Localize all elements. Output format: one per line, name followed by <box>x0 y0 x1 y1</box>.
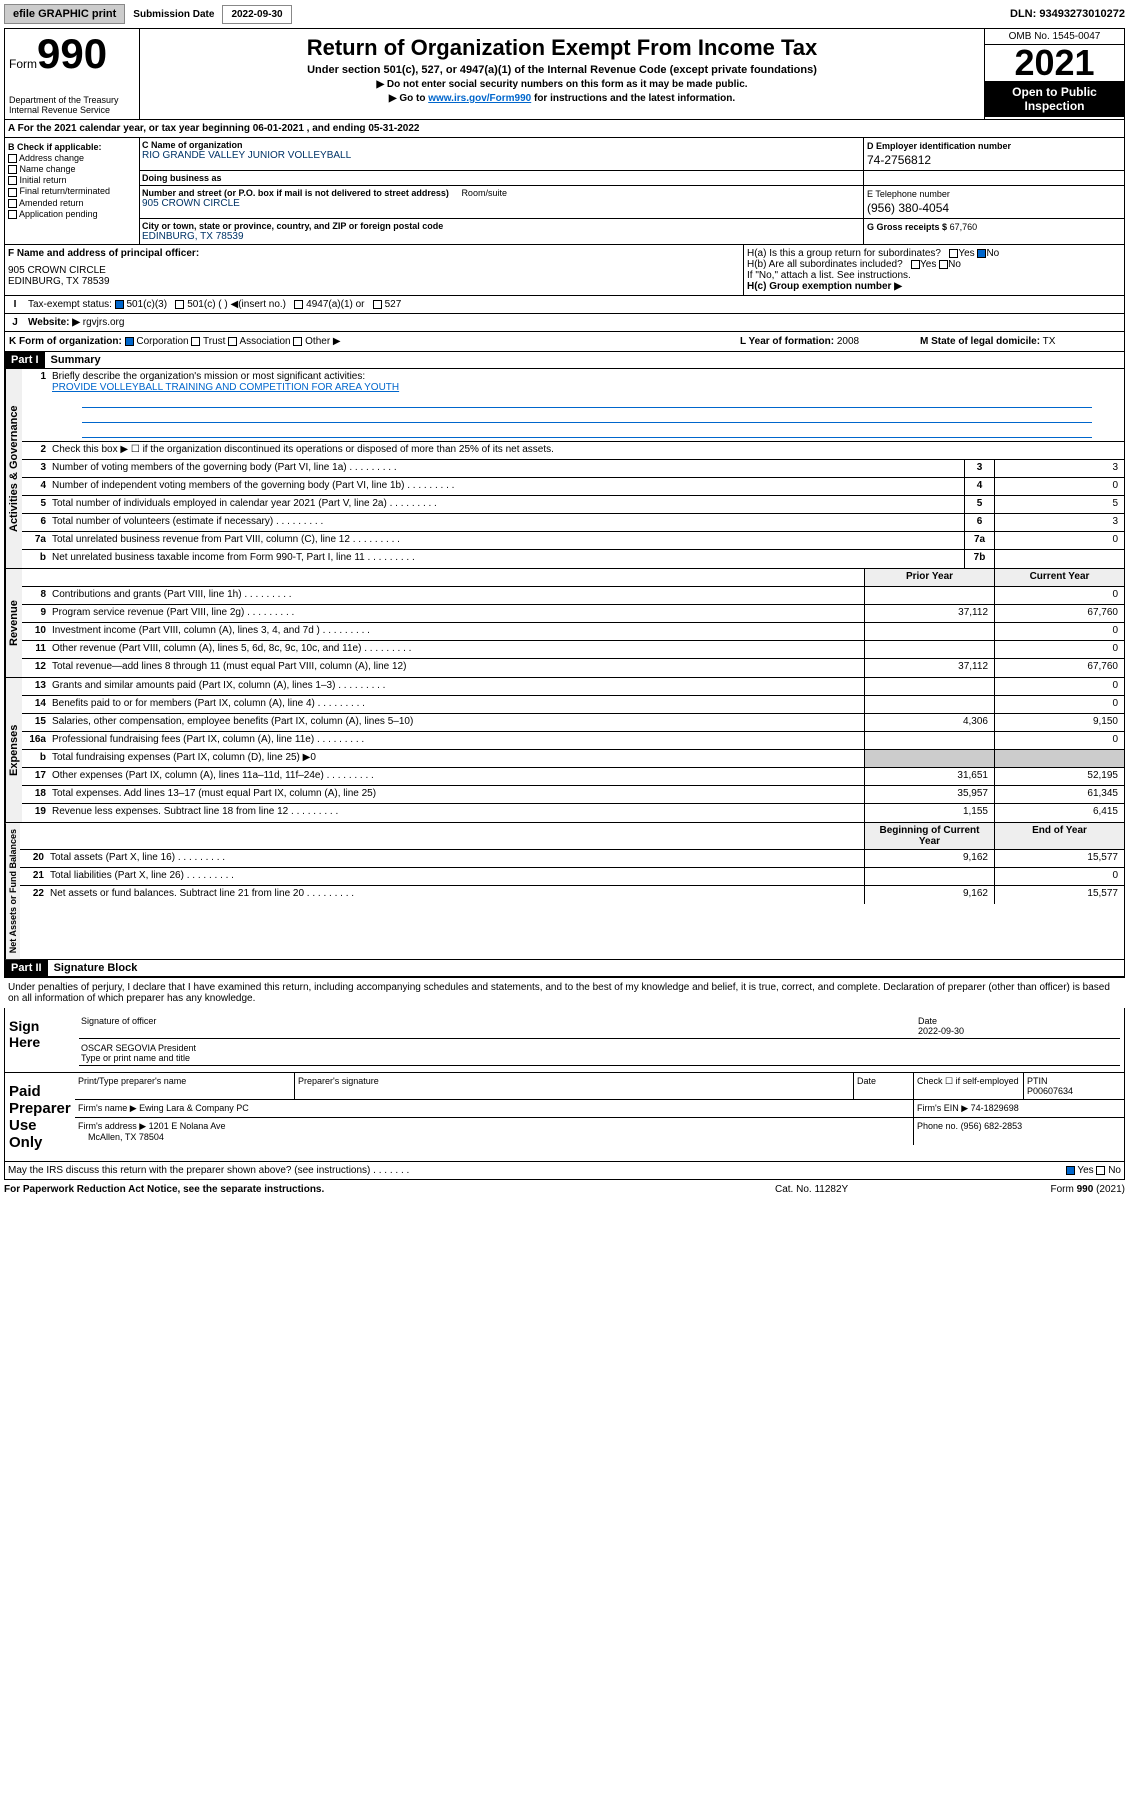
check-discuss-no[interactable] <box>1096 1166 1105 1175</box>
gov-row-7a: 7aTotal unrelated business revenue from … <box>22 532 1124 550</box>
form-header: Form 990 Department of the Treasury Inte… <box>4 28 1125 120</box>
form-title: Return of Organization Exempt From Incom… <box>146 35 978 61</box>
check-discuss-yes[interactable] <box>1066 1166 1075 1175</box>
exp-row-17: 17Other expenses (Part IX, column (A), l… <box>22 768 1124 786</box>
rev-row-8: 8Contributions and grants (Part VIII, li… <box>22 587 1124 605</box>
gov-row-3: 3Number of voting members of the governi… <box>22 460 1124 478</box>
cell-dba: Doing business as <box>140 171 864 185</box>
exp-row-16a: 16aProfessional fundraising fees (Part I… <box>22 732 1124 750</box>
irs-link[interactable]: www.irs.gov/Form990 <box>428 93 531 104</box>
exp-row-19: 19Revenue less expenses. Subtract line 1… <box>22 804 1124 822</box>
section-net-assets: Net Assets or Fund Balances Beginning of… <box>4 823 1125 960</box>
submission-date-label: Submission Date <box>129 9 218 20</box>
efile-button[interactable]: efile GRAPHIC print <box>4 4 125 24</box>
exp-row-13: 13Grants and similar amounts paid (Part … <box>22 678 1124 696</box>
check-527[interactable] <box>373 300 382 309</box>
exp-row-18: 18Total expenses. Add lines 13–17 (must … <box>22 786 1124 804</box>
check-other[interactable] <box>293 337 302 346</box>
section-governance: Activities & Governance 1 Briefly descri… <box>4 369 1125 569</box>
sign-here-block: Sign Here Signature of officer Date2022-… <box>4 1008 1125 1073</box>
block-bcd: B Check if applicable: Address change Na… <box>4 138 1125 245</box>
paid-preparer-block: Paid Preparer Use Only Print/Type prepar… <box>4 1073 1125 1162</box>
row-j: J Website: ▶ rgvjrs.org <box>4 314 1125 332</box>
form-note-1: ▶ Do not enter social security numbers o… <box>146 79 978 90</box>
check-initial-return[interactable] <box>8 176 17 185</box>
exp-row-14: 14Benefits paid to or for members (Part … <box>22 696 1124 714</box>
row-i: I Tax-exempt status: 501(c)(3) 501(c) ( … <box>4 296 1125 314</box>
check-501c[interactable] <box>175 300 184 309</box>
vtab-net-assets: Net Assets or Fund Balances <box>5 823 20 959</box>
rev-row-9: 9Program service revenue (Part VIII, lin… <box>22 605 1124 623</box>
row-klm: K Form of organization: Corporation Trus… <box>4 332 1125 352</box>
check-application-pending[interactable] <box>8 210 17 219</box>
net-row-21: 21Total liabilities (Part X, line 26)0 <box>20 868 1124 886</box>
rev-row-11: 11Other revenue (Part VIII, column (A), … <box>22 641 1124 659</box>
part2-header: Part II Signature Block <box>4 960 1125 977</box>
tax-year: 2021 <box>985 45 1124 81</box>
check-501c3[interactable] <box>115 300 124 309</box>
cell-city: City or town, state or province, country… <box>140 219 864 244</box>
exp-row-16b: bTotal fundraising expenses (Part IX, co… <box>22 750 1124 768</box>
part1-header: Part I Summary <box>4 352 1125 369</box>
rev-row-12: 12Total revenue—add lines 8 through 11 (… <box>22 659 1124 677</box>
line-a: A For the 2021 calendar year, or tax yea… <box>4 120 1125 138</box>
department: Department of the Treasury Internal Reve… <box>9 95 135 115</box>
check-name-change[interactable] <box>8 165 17 174</box>
form-number: 990 <box>37 33 107 75</box>
gov-row-5: 5Total number of individuals employed in… <box>22 496 1124 514</box>
note2-pre: ▶ Go to <box>389 93 428 104</box>
net-row-22: 22Net assets or fund balances. Subtract … <box>20 886 1124 904</box>
check-trust[interactable] <box>191 337 200 346</box>
form-subtitle: Under section 501(c), 527, or 4947(a)(1)… <box>146 64 978 76</box>
open-to-public: Open to Public Inspection <box>985 81 1124 117</box>
cell-h-group: H(a) Is this a group return for subordin… <box>744 245 1124 295</box>
check-association[interactable] <box>228 337 237 346</box>
section-expenses: Expenses 13Grants and similar amounts pa… <box>4 678 1125 823</box>
gov-row-4: 4Number of independent voting members of… <box>22 478 1124 496</box>
cell-ein: D Employer identification number 74-2756… <box>864 138 1124 170</box>
row-fh: F Name and address of principal officer:… <box>4 245 1125 296</box>
page-footer: For Paperwork Reduction Act Notice, see … <box>4 1180 1125 1199</box>
net-row-20: 20Total assets (Part X, line 16)9,16215,… <box>20 850 1124 868</box>
check-final-return[interactable] <box>8 188 17 197</box>
check-corporation[interactable] <box>125 337 134 346</box>
cell-telephone: E Telephone number (956) 380-4054 <box>864 186 1124 218</box>
cell-address: Number and street (or P.O. box if mail i… <box>140 186 864 218</box>
gov-row-6: 6Total number of volunteers (estimate if… <box>22 514 1124 532</box>
exp-row-15: 15Salaries, other compensation, employee… <box>22 714 1124 732</box>
vtab-expenses: Expenses <box>5 678 22 822</box>
check-amended-return[interactable] <box>8 199 17 208</box>
section-revenue: Revenue Prior YearCurrent Year 8Contribu… <box>4 569 1125 678</box>
dln: DLN: 93493273010272 <box>1010 8 1125 20</box>
col-b: B Check if applicable: Address change Na… <box>5 138 140 244</box>
discuss-row: May the IRS discuss this return with the… <box>4 1162 1125 1180</box>
submission-date-value: 2022-09-30 <box>222 5 291 24</box>
rev-row-10: 10Investment income (Part VIII, column (… <box>22 623 1124 641</box>
note2-post: for instructions and the latest informat… <box>531 93 735 104</box>
cell-f-officer: F Name and address of principal officer:… <box>5 245 744 295</box>
form-word: Form <box>9 57 37 71</box>
cell-org-name: C Name of organization RIO GRANDE VALLEY… <box>140 138 864 170</box>
signature-declaration: Under penalties of perjury, I declare th… <box>4 977 1125 1008</box>
vtab-revenue: Revenue <box>5 569 22 677</box>
check-4947[interactable] <box>294 300 303 309</box>
check-address-change[interactable] <box>8 154 17 163</box>
topbar: efile GRAPHIC print Submission Date 2022… <box>4 4 1125 24</box>
cell-gross: G Gross receipts $ 67,760 <box>864 219 1124 244</box>
gov-row-7b: bNet unrelated business taxable income f… <box>22 550 1124 568</box>
vtab-governance: Activities & Governance <box>5 369 22 568</box>
